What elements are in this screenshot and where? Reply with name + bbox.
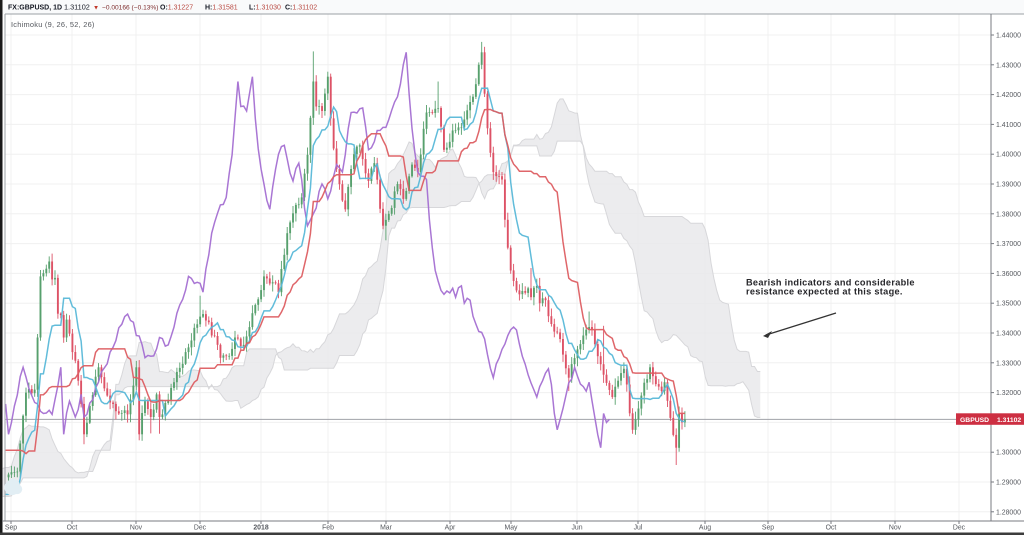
svg-text:1.28000: 1.28000 [996, 509, 1021, 516]
svg-text:1.32000: 1.32000 [996, 390, 1021, 397]
svg-text:Dec: Dec [194, 525, 207, 532]
svg-text:▼: ▼ [93, 5, 99, 12]
svg-text:L:1.31030: L:1.31030 [249, 5, 281, 12]
svg-text:2018: 2018 [253, 525, 268, 532]
svg-text:Bearish indicators and conside: Bearish indicators and considerable [746, 278, 915, 288]
svg-text:1.30000: 1.30000 [996, 450, 1021, 457]
svg-text:May: May [504, 525, 518, 532]
svg-text:Sep: Sep [762, 525, 774, 532]
svg-text:1.42000: 1.42000 [996, 92, 1021, 99]
svg-text:FX:GBPUSD, 1D: FX:GBPUSD, 1D [8, 5, 62, 12]
svg-text:Jul: Jul [634, 525, 643, 532]
svg-text:1.31102: 1.31102 [997, 417, 1021, 424]
svg-text:GBPUSD: GBPUSD [960, 417, 989, 424]
svg-text:1.33000: 1.33000 [996, 360, 1021, 367]
svg-text:1.29000: 1.29000 [996, 480, 1021, 487]
svg-text:Aug: Aug [699, 525, 711, 532]
svg-text:Nov: Nov [130, 525, 143, 532]
svg-text:resistance expected at this st: resistance expected at this stage. [746, 287, 903, 297]
svg-text:1.37000: 1.37000 [996, 241, 1021, 248]
svg-text:Ichimoku (9, 26, 52, 26): Ichimoku (9, 26, 52, 26) [11, 20, 95, 29]
svg-text:Oct: Oct [67, 525, 78, 532]
svg-text:Feb: Feb [322, 525, 334, 532]
svg-text:O:1.31227: O:1.31227 [160, 5, 193, 12]
svg-text:Apr: Apr [445, 525, 456, 532]
svg-text:Oct: Oct [826, 525, 837, 532]
svg-text:Dec: Dec [953, 525, 966, 532]
svg-text:1.36000: 1.36000 [996, 271, 1021, 278]
svg-text:−0.00166 (−0.13%): −0.00166 (−0.13%) [102, 5, 158, 12]
svg-text:Nov: Nov [889, 525, 902, 532]
svg-text:1.44000: 1.44000 [996, 33, 1021, 40]
svg-text:Sep: Sep [5, 525, 17, 532]
svg-text:C:1.31102: C:1.31102 [285, 5, 317, 12]
svg-text:Mar: Mar [380, 525, 393, 532]
svg-text:1.31102: 1.31102 [64, 3, 90, 12]
svg-text:1.35000: 1.35000 [996, 301, 1021, 308]
svg-text:1.34000: 1.34000 [996, 331, 1021, 338]
svg-text:1.38000: 1.38000 [996, 211, 1021, 218]
svg-text:1.41000: 1.41000 [996, 122, 1021, 129]
svg-text:1.40000: 1.40000 [996, 152, 1021, 159]
svg-text:H:1.31581: H:1.31581 [205, 5, 238, 12]
svg-text:1.39000: 1.39000 [996, 182, 1021, 189]
svg-text:1.43000: 1.43000 [996, 62, 1021, 69]
svg-text:Jun: Jun [571, 525, 582, 532]
